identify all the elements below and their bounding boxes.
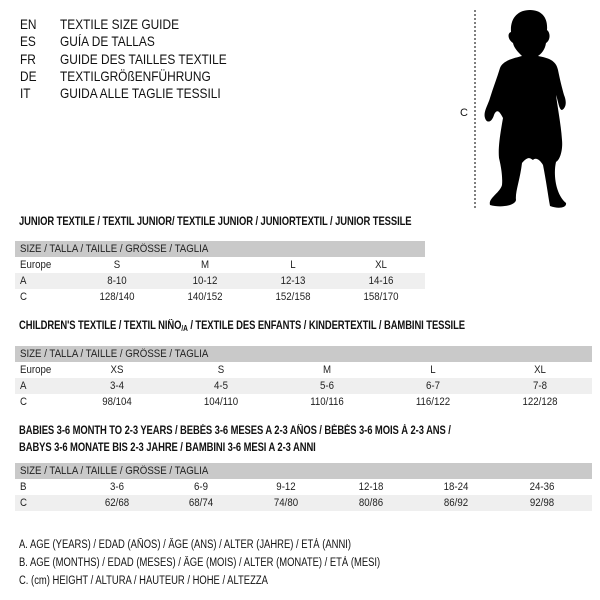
language-title: GUIDA ALLE TAGLIE TESSILI xyxy=(60,85,221,102)
junior-section-title: JUNIOR TEXTILE / TEXTIL JUNIOR/ TEXTILE … xyxy=(19,216,412,228)
table-cell: 9-12 xyxy=(276,481,296,493)
table-row: Europe XS S M L XL xyxy=(15,362,592,378)
table-cell: 86/92 xyxy=(443,497,469,509)
child-silhouette-icon xyxy=(484,10,567,208)
table-cell: 98/104 xyxy=(102,396,132,408)
language-title: GUIDE DES TAILLES TEXTILE xyxy=(60,50,227,67)
table-cell: 5-6 xyxy=(320,380,334,392)
height-label: C xyxy=(460,107,468,119)
table-cell: XS xyxy=(110,364,124,376)
children-section-title: CHILDREN'S TEXTILE / TEXTIL NIÑO/A / TEX… xyxy=(19,320,465,333)
language-code: EN xyxy=(20,16,37,32)
table-header: SIZE / TALLA / TAILLE / GRÖSSE / TAGLIA xyxy=(15,241,425,257)
table-cell: 24-36 xyxy=(529,481,555,493)
table-row: A 8-10 10-12 12-13 14-16 xyxy=(15,273,425,289)
header-label: SIZE / TALLA / TAILLE / GRÖSSE / TAGLIA xyxy=(20,348,209,360)
table-cell: 104/110 xyxy=(203,396,239,408)
language-code: IT xyxy=(20,85,31,102)
language-code: FR xyxy=(20,50,36,67)
table-row: A 3-4 4-5 5-6 6-7 7-8 xyxy=(15,378,592,394)
table-cell: 12-13 xyxy=(280,275,306,287)
table-cell: L xyxy=(430,364,436,376)
table-cell: 14-16 xyxy=(368,275,394,287)
table-cell: 110/116 xyxy=(310,396,344,408)
table-cell: 152/158 xyxy=(275,291,311,303)
table-row: C 128/140 140/152 152/158 158/170 xyxy=(15,289,425,305)
junior-size-table: SIZE / TALLA / TAILLE / GRÖSSE / TAGLIA E… xyxy=(15,241,425,305)
table-header: SIZE / TALLA / TAILLE / GRÖSSE / TAGLIA xyxy=(15,346,592,362)
table-cell: 12-18 xyxy=(358,481,384,493)
row-label: C xyxy=(20,497,27,509)
table-header: SIZE / TALLA / TAILLE / GRÖSSE / TAGLIA xyxy=(15,463,592,479)
row-label: Europe xyxy=(20,259,52,271)
table-cell: S xyxy=(113,259,121,271)
table-cell: S xyxy=(217,364,225,376)
table-cell: 8-10 xyxy=(107,275,127,287)
table-cell: M xyxy=(322,364,332,376)
table-row: C 62/68 68/74 74/80 80/86 86/92 92/98 xyxy=(15,495,592,511)
table-cell: 140/152 xyxy=(187,291,223,303)
legend-c: C. (cm) HEIGHT / ALTURA / HAUTEUR / HÖHE… xyxy=(19,575,268,587)
row-label: C xyxy=(20,291,27,303)
row-label: Europe xyxy=(20,364,52,376)
table-cell: 6-9 xyxy=(194,481,208,493)
language-code: DE xyxy=(20,67,37,84)
table-cell: 62/68 xyxy=(104,497,130,509)
table-cell: XL xyxy=(534,364,546,376)
table-cell: 10-12 xyxy=(192,275,218,287)
table-cell: 3-6 xyxy=(110,481,124,493)
table-cell: 116/122 xyxy=(415,396,451,408)
table-cell: 158/170 xyxy=(363,291,399,303)
table-cell: 122/128 xyxy=(522,396,558,408)
header-label: SIZE / TALLA / TAILLE / GRÖSSE / TAGLIA xyxy=(20,465,209,477)
babies-title-line2: BABYS 3-6 MONATE BIS 2-3 JAHRE / BAMBINI… xyxy=(19,442,316,454)
language-code: ES xyxy=(20,33,36,50)
table-cell: 7-8 xyxy=(533,380,547,392)
table-row: B 3-6 6-9 9-12 12-18 18-24 24-36 xyxy=(15,479,592,495)
table-cell: 80/86 xyxy=(358,497,384,509)
babies-size-table: SIZE / TALLA / TAILLE / GRÖSSE / TAGLIA B… xyxy=(15,463,592,511)
table-cell: 74/80 xyxy=(273,497,299,509)
table-cell: 68/74 xyxy=(188,497,214,509)
table-cell: 18-24 xyxy=(443,481,469,493)
children-title-subscript: /A xyxy=(181,324,188,333)
row-label: A xyxy=(20,275,27,287)
row-label: A xyxy=(20,380,27,392)
row-label: B xyxy=(20,481,27,493)
table-cell: 3-4 xyxy=(110,380,124,392)
children-size-table: SIZE / TALLA / TAILLE / GRÖSSE / TAGLIA E… xyxy=(15,346,592,410)
legend-b: B. AGE (MONTHS) / EDAD (MESES) / ÂGE (MO… xyxy=(19,557,381,569)
table-cell: 92/98 xyxy=(529,497,555,509)
language-title: TEXTILGRÖßENFÜHRUNG xyxy=(60,67,211,84)
row-label: C xyxy=(20,396,27,408)
table-cell: XL xyxy=(375,259,387,271)
language-title: TEXTILE SIZE GUIDE xyxy=(60,16,180,32)
table-row: Europe S M L XL xyxy=(15,257,425,273)
header-label: SIZE / TALLA / TAILLE / GRÖSSE / TAGLIA xyxy=(20,243,209,255)
table-cell: 128/140 xyxy=(99,291,135,303)
children-title-rest: / TEXTILE DES ENFANTS / KINDERTEXTIL / B… xyxy=(187,320,465,332)
children-title-main: CHILDREN'S TEXTILE / TEXTIL NIÑO xyxy=(19,320,182,332)
language-title: GUÍA DE TALLAS xyxy=(60,33,155,50)
table-cell: 4-5 xyxy=(214,380,228,392)
legend-a: A. AGE (YEARS) / EDAD (AÑOS) / ÂGE (ANS)… xyxy=(19,539,352,551)
table-row: C 98/104 104/110 110/116 116/122 122/128 xyxy=(15,394,592,410)
babies-title-line1: BABIES 3-6 MONTH TO 2-3 YEARS / BEBÉS 3-… xyxy=(19,425,451,437)
table-cell: M xyxy=(200,259,210,271)
table-cell: 6-7 xyxy=(426,380,440,392)
table-cell: L xyxy=(290,259,296,271)
